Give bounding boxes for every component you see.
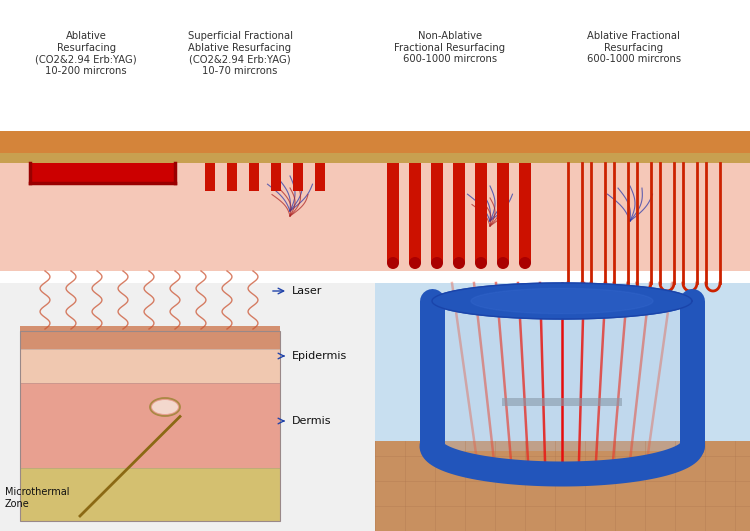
Bar (475, 163, 487, 263)
Bar (20, 349, 280, 383)
Text: Microthermal
Zone: Microthermal Zone (5, 487, 70, 509)
Polygon shape (432, 283, 692, 319)
Ellipse shape (519, 257, 531, 269)
Bar (502, 398, 622, 406)
Ellipse shape (409, 257, 421, 269)
Bar (20, 326, 280, 349)
Bar (519, 163, 531, 263)
Bar (271, 163, 281, 191)
Bar (497, 163, 509, 263)
Bar (227, 163, 237, 191)
Ellipse shape (475, 257, 487, 269)
Bar (0, 283, 375, 531)
Bar (387, 163, 399, 263)
Bar (249, 163, 259, 191)
Text: Non-Ablative
Fractional Resurfacing
600-1000 mircrons: Non-Ablative Fractional Resurfacing 600-… (394, 31, 506, 64)
Ellipse shape (387, 257, 399, 269)
Text: Dermis: Dermis (292, 416, 332, 426)
Polygon shape (30, 163, 175, 183)
Bar (431, 163, 443, 263)
Text: Superficial Fractional
Ablative Resurfacing
(CO2&2.94 Erb:YAG)
10-70 mircrons: Superficial Fractional Ablative Resurfac… (188, 31, 292, 76)
Bar (20, 468, 280, 521)
Bar (453, 163, 465, 263)
Bar (0, 153, 750, 163)
Bar (0, 131, 750, 271)
Ellipse shape (431, 257, 443, 269)
Ellipse shape (152, 400, 178, 414)
Bar (0, 131, 750, 153)
Ellipse shape (497, 257, 509, 269)
Bar (375, 283, 750, 531)
Text: Ablative
Resurfacing
(CO2&2.94 Erb:YAG)
10-200 mircrons: Ablative Resurfacing (CO2&2.94 Erb:YAG) … (35, 31, 137, 76)
Bar (20, 383, 280, 468)
Bar (20, 331, 280, 521)
Bar (375, 441, 750, 531)
Bar (293, 163, 303, 191)
Polygon shape (471, 288, 653, 314)
Bar (315, 163, 325, 191)
Bar (443, 301, 681, 451)
Bar (205, 163, 215, 191)
Text: Laser: Laser (292, 286, 322, 296)
Text: Ablative Fractional
Resurfacing
600-1000 mircrons: Ablative Fractional Resurfacing 600-1000… (586, 31, 681, 64)
Text: Epidermis: Epidermis (292, 351, 347, 361)
Bar (409, 163, 421, 263)
Ellipse shape (453, 257, 465, 269)
